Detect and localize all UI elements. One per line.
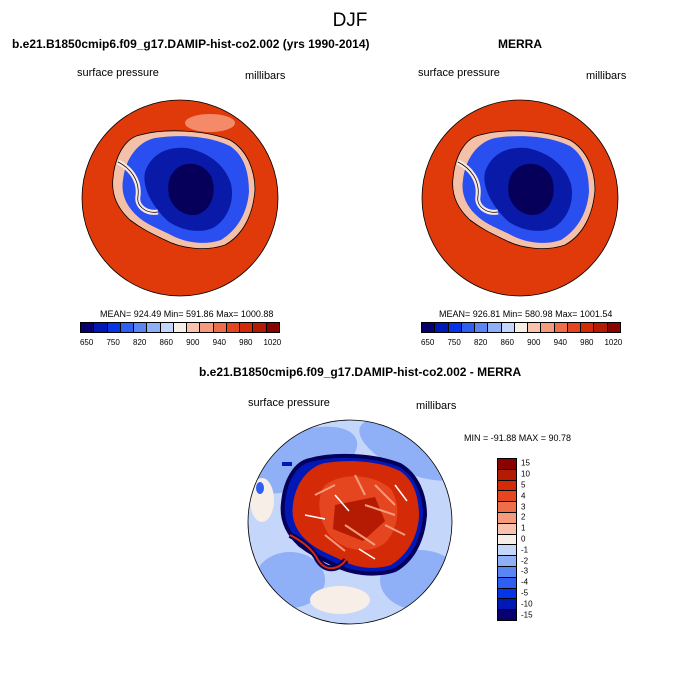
panel-3-colorbar: 15 10 5 4 3 2 1 0 -1 -2 -3 -4 -5 -10 -15 bbox=[497, 458, 533, 621]
panel-1-colorbar-box bbox=[199, 322, 214, 333]
panel-3-colorbar-label: 5 bbox=[521, 480, 526, 490]
panel-1-colorbar-box bbox=[265, 322, 280, 333]
panel-1-high-anomaly bbox=[185, 114, 235, 132]
panel-2-colorbar-label: 900 bbox=[527, 338, 541, 347]
panel-1-colorbar-box bbox=[133, 322, 148, 333]
panel-2-colorbar-label: 750 bbox=[447, 338, 461, 347]
panel-2-colorbar-box bbox=[447, 322, 462, 333]
panel-1-colorbar-label: 1020 bbox=[263, 338, 282, 347]
panel-2-colorbar-box bbox=[606, 322, 621, 333]
panel-2-colorbar-label: 940 bbox=[553, 338, 567, 347]
panel-1-colorbar-label: 900 bbox=[186, 338, 200, 347]
panel-1-colorbar-box bbox=[225, 322, 241, 333]
panel-3-units-label: millibars bbox=[416, 400, 457, 412]
panel-1-colorbar: 650 750 820 860 900 940 980 1020 bbox=[80, 322, 281, 347]
panel-3-colorbar-label: -3 bbox=[521, 566, 529, 576]
panel-2-colorbar-label: 650 bbox=[420, 338, 435, 347]
panel-1-colorbar-box bbox=[146, 322, 161, 333]
panel-2-units-label: millibars bbox=[586, 70, 627, 82]
panel-3-colorbar-label: 3 bbox=[521, 502, 526, 512]
panel-1-colorbar-box bbox=[212, 322, 227, 333]
main-title: DJF bbox=[332, 10, 368, 31]
panel-1-colorbar-label: 650 bbox=[79, 338, 94, 347]
panel-2-colorbar-box bbox=[434, 322, 449, 333]
panel-2-title: MERRA bbox=[498, 37, 542, 51]
panel-3-colorbar-label: 1 bbox=[521, 523, 526, 533]
panel-1-variable-label: surface pressure bbox=[77, 67, 159, 79]
panel-2-stats: MEAN= 926.81 Min= 580.98 Max= 1001.54 bbox=[439, 309, 613, 319]
panel-2-colorbar-box bbox=[500, 322, 515, 333]
panel-3-variable-label: surface pressure bbox=[248, 397, 330, 409]
panel-1-colorbar-label: 820 bbox=[133, 338, 147, 347]
panel-3-colorbar-label: -10 bbox=[521, 599, 533, 609]
panel-3-title: b.e21.B1850cmip6.f09_g17.DAMIP-hist-co2.… bbox=[199, 365, 522, 379]
panel-2-colorbar-label: 1020 bbox=[604, 338, 623, 347]
panel-2-colorbar-box bbox=[566, 322, 582, 333]
panel-2-colorbar-box bbox=[593, 322, 608, 333]
panel-2-colorbar-box bbox=[421, 322, 436, 333]
panel-2-colorbar-box bbox=[487, 322, 502, 333]
panel-2-colorbar-box bbox=[580, 322, 595, 333]
panel-3-colorbar-label: -5 bbox=[521, 588, 529, 598]
panel-3-colorbar-label: -4 bbox=[521, 577, 529, 587]
panel-2-colorbar-label: 860 bbox=[500, 338, 514, 347]
panel-2-colorbar-box bbox=[460, 322, 476, 333]
panel-2-colorbar-box bbox=[527, 322, 542, 333]
panel-1-colorbar-box bbox=[119, 322, 135, 333]
panel-3-colorbar-box bbox=[497, 609, 517, 621]
panel-2-colorbar: 650 750 820 860 900 940 980 1020 bbox=[421, 322, 622, 347]
panel-2-colorbar-box bbox=[553, 322, 568, 333]
panel-2-colorbar-box bbox=[540, 322, 555, 333]
panel-3-min-max: MIN = -91.88 MAX = 90.78 bbox=[464, 433, 572, 443]
panel-1-colorbar-box bbox=[80, 322, 95, 333]
panel-1-colorbar-label: 980 bbox=[239, 338, 253, 347]
panel-1-units-label: millibars bbox=[245, 70, 286, 82]
panel-3-colorbar-label: 4 bbox=[521, 491, 526, 501]
panel-2-colorbar-box bbox=[474, 322, 489, 333]
panel-1-colorbar-label: 860 bbox=[159, 338, 173, 347]
panel-3-colorbar-label: -2 bbox=[521, 556, 529, 566]
panel-1-colorbar-label: 750 bbox=[106, 338, 120, 347]
panel-3-colorbar-label: -1 bbox=[521, 545, 529, 555]
panel-3-colorbar-label: -15 bbox=[521, 610, 533, 620]
panel-3-colorbar-label: 0 bbox=[521, 534, 526, 544]
panel-1-colorbar-box bbox=[252, 322, 267, 333]
panel-1-stats: MEAN= 924.49 Min= 591.86 Max= 1000.88 bbox=[100, 309, 274, 319]
panel-1-title: b.e21.B1850cmip6.f09_g17.DAMIP-hist-co2.… bbox=[12, 37, 370, 51]
panel-1-colorbar-box bbox=[93, 322, 108, 333]
panel-2-map bbox=[422, 100, 618, 296]
panel-2-colorbar-box bbox=[513, 322, 529, 333]
panel-1-map bbox=[82, 100, 278, 296]
panel-1-colorbar-box bbox=[172, 322, 188, 333]
panel-3-colorbar-label: 2 bbox=[521, 512, 526, 522]
panel-1-colorbar-box bbox=[239, 322, 254, 333]
panel-1-colorbar-label: 940 bbox=[212, 338, 226, 347]
panel-2-colorbar-label: 980 bbox=[580, 338, 594, 347]
panel-1-colorbar-box bbox=[186, 322, 201, 333]
panel-3-colorbar-label: 15 bbox=[521, 458, 530, 468]
panel-3-colorbar-label: 10 bbox=[521, 469, 530, 479]
panel-2-colorbar-label: 820 bbox=[474, 338, 488, 347]
panel-3-map bbox=[248, 420, 452, 624]
panel-1-colorbar-box bbox=[106, 322, 121, 333]
panel-2-variable-label: surface pressure bbox=[418, 67, 500, 79]
panel-1-colorbar-box bbox=[159, 322, 174, 333]
